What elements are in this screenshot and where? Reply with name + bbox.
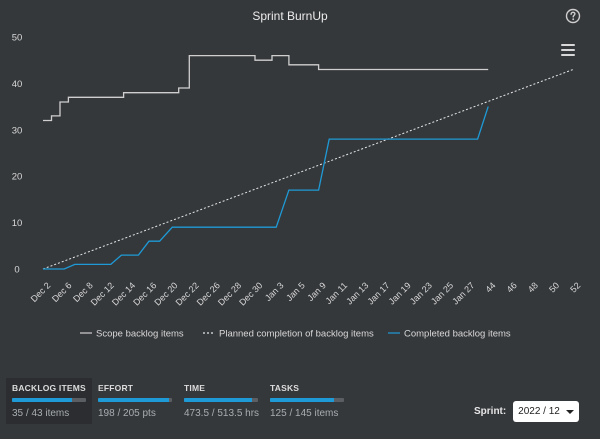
stat-progress-bar: [12, 398, 86, 402]
sprint-label: Sprint:: [474, 406, 507, 417]
x-tick-label: 48: [526, 280, 540, 294]
x-tick-label: 52: [568, 280, 582, 294]
stat-progress-bar: [270, 398, 344, 402]
stat-tab-backlog-items[interactable]: BACKLOG ITEMS 35 / 43 items: [6, 378, 92, 424]
stat-tab-effort[interactable]: EFFORT 198 / 205 pts: [92, 378, 178, 424]
y-tick-label: 10: [12, 218, 23, 229]
series-line-2: [42, 69, 574, 270]
hamburger-menu-icon[interactable]: [561, 44, 575, 56]
stat-label: TIME: [184, 383, 206, 393]
stat-progress-fill: [98, 398, 170, 402]
stat-tab-time[interactable]: TIME 473.5 / 513.5 hrs: [178, 378, 264, 424]
sprint-select-value: 2022 / 12: [518, 406, 560, 417]
series-line-1: [43, 54, 489, 122]
chart-title: Sprint BurnUp: [252, 9, 328, 23]
legend-label: Planned completion of backlog items: [219, 329, 374, 340]
x-tick-label: Jan 23: [408, 280, 434, 306]
legend-label: Completed backlog items: [404, 329, 511, 340]
y-tick-label: 40: [12, 79, 23, 90]
y-tick-label: 30: [12, 125, 23, 136]
stat-label: TASKS: [270, 383, 300, 393]
chart-legend: Scope backlog items Planned completion of…: [80, 329, 511, 340]
series-line-3: [43, 106, 489, 270]
series-layer: [42, 54, 574, 270]
stat-progress-fill: [184, 398, 253, 402]
stats-tabs: BACKLOG ITEMS 35 / 43 items EFFORT 198 / 20…: [6, 378, 350, 424]
x-tick-label: Dec 2: [29, 280, 53, 304]
stat-progress-bar: [98, 398, 172, 402]
y-tick-label: 0: [14, 265, 19, 276]
stat-progress-bar: [184, 398, 258, 402]
y-tick-label: 50: [12, 33, 23, 44]
stat-progress-fill: [12, 398, 73, 402]
y-tick-label: 20: [12, 172, 23, 183]
sprint-select[interactable]: 2022 / 12: [513, 401, 579, 422]
x-tick-label: Dec 6: [50, 280, 74, 304]
stat-tab-tasks[interactable]: TASKS 125 / 145 items: [264, 378, 350, 424]
x-tick-label: 50: [547, 280, 561, 294]
stat-value: 198 / 205 pts: [98, 408, 156, 419]
stat-value: 125 / 145 items: [270, 408, 339, 419]
question-circle-icon[interactable]: [565, 8, 581, 24]
x-tick-label: 46: [505, 280, 519, 294]
x-tick-label: Jan 27: [450, 280, 476, 306]
stat-value: 35 / 43 items: [12, 408, 70, 419]
stat-label: EFFORT: [98, 383, 134, 393]
x-tick-label: Jan 13: [344, 280, 370, 306]
x-tick-label: Jan 11: [324, 280, 350, 306]
legend-label: Scope backlog items: [96, 329, 184, 340]
stat-label: BACKLOG ITEMS: [12, 383, 86, 393]
x-tick-label: Dec 30: [237, 280, 264, 307]
x-tick-label: Jan 19: [387, 280, 413, 306]
stat-progress-fill: [270, 398, 334, 402]
x-tick-label: Jan 5: [284, 280, 307, 303]
x-tick-label: Jan 3: [263, 280, 286, 303]
x-tick-label: 44: [483, 280, 497, 294]
x-tick-label: Jan 17: [365, 280, 391, 306]
chevron-down-icon: [565, 409, 574, 414]
y-axis: 0 10 20 30 40 50: [12, 33, 23, 276]
x-tick-label: Jan 25: [429, 280, 455, 306]
stat-value: 473.5 / 513.5 hrs: [184, 408, 260, 419]
